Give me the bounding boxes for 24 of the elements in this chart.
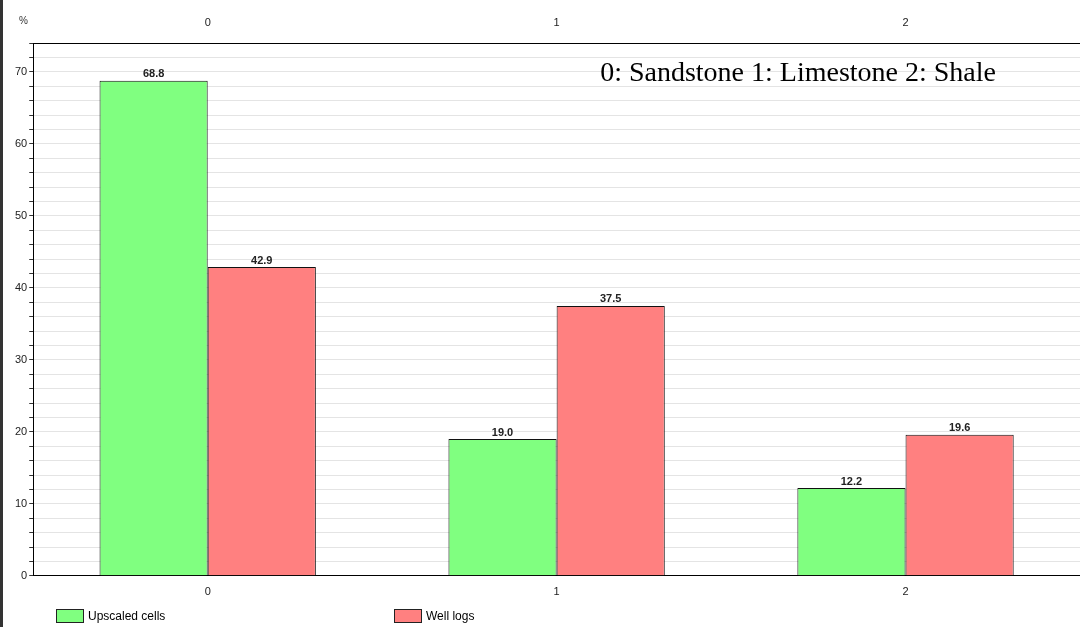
data-label: 42.9	[251, 253, 273, 266]
y-tick-label: 60	[14, 136, 28, 149]
y-tick-label: 20	[14, 424, 28, 437]
category-label: 2	[902, 15, 909, 28]
x-tick-label: 1	[553, 585, 560, 598]
data-label: 19.0	[491, 425, 514, 438]
y-tick-label: 50	[14, 208, 28, 221]
y-tick-label: 40	[14, 280, 28, 293]
data-label: 19.6	[948, 421, 971, 434]
category-label: 1	[553, 15, 560, 28]
legend-label: Well logs	[426, 609, 475, 623]
category-label: 0	[204, 15, 211, 28]
y-tick-label: 70	[14, 65, 28, 78]
data-label: 37.5	[599, 292, 622, 305]
y-tick-label: 10	[14, 496, 28, 509]
y-tick-label: 30	[14, 352, 28, 365]
legend-label: Upscaled cells	[88, 609, 166, 623]
annotation: 0: Sandstone 1: Limestone 2: Shale	[600, 56, 996, 88]
x-tick-label: 2	[902, 585, 909, 598]
data-label: 68.8	[142, 67, 165, 80]
x-tick-label: 0	[204, 585, 211, 598]
data-label: 12.2	[840, 474, 863, 487]
y-tick-label: 0	[21, 568, 28, 581]
y-axis-title: %	[19, 14, 28, 26]
